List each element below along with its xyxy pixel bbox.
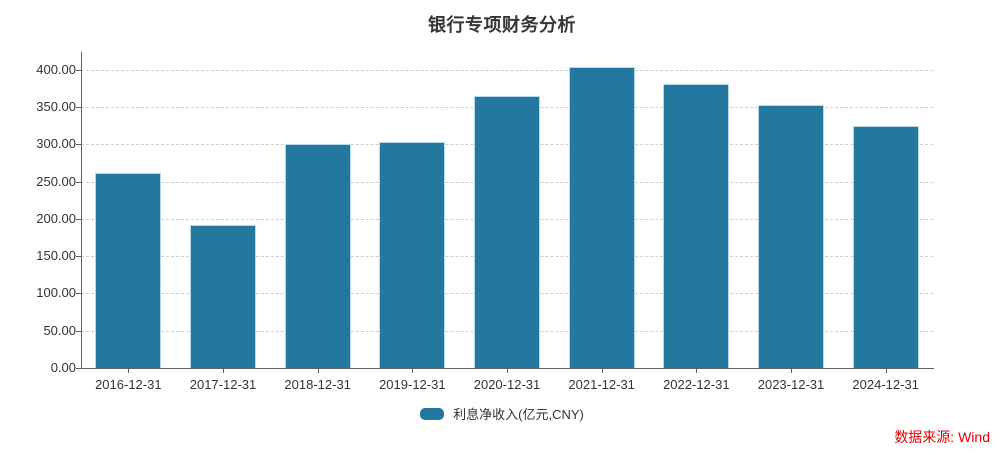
x-axis-tick (412, 368, 414, 373)
y-axis-line (81, 52, 82, 368)
x-axis-tick (507, 368, 508, 373)
y-axis-tick (76, 69, 81, 71)
y-axis-label: 250.00 (36, 173, 76, 189)
bar-2021-12-31[interactable] (568, 66, 635, 368)
x-axis-label: 2018-12-31 (284, 377, 351, 392)
x-axis-label: 2020-12-31 (473, 377, 541, 392)
y-axis-label: 300.00 (36, 136, 76, 152)
y-axis-tick (76, 256, 81, 258)
y-axis-label: 400.00 (36, 61, 76, 77)
x-axis-label: 2019-12-31 (379, 377, 446, 392)
bar-2022-12-31[interactable] (663, 83, 730, 368)
legend: 利息净收入(亿元,CNY) (0, 404, 1004, 423)
y-axis-label: 200.00 (36, 210, 76, 226)
y-axis-label: 0.00 (50, 360, 76, 375)
y-axis-label: 150.00 (36, 248, 76, 264)
x-axis-label: 2016-12-31 (95, 377, 162, 392)
y-axis-tick (76, 293, 81, 295)
y-axis-tick (76, 218, 81, 220)
x-axis-label: 2021-12-31 (568, 377, 635, 392)
x-axis-tick (601, 368, 603, 373)
x-axis-tick (317, 368, 319, 373)
bar-2020-12-31[interactable] (474, 96, 540, 368)
bar-2019-12-31[interactable] (379, 141, 446, 368)
x-axis-tick (885, 368, 887, 373)
x-axis-label: 2017-12-31 (189, 377, 257, 392)
y-axis-label: 50.00 (43, 322, 76, 338)
x-axis-tick (128, 368, 130, 373)
y-gridline (81, 69, 933, 71)
legend-item[interactable]: 利息净收入(亿元,CNY) (420, 404, 584, 423)
bar-2016-12-31[interactable] (95, 173, 162, 368)
x-axis-label: 2024-12-31 (852, 377, 919, 392)
y-axis-tick (76, 330, 81, 332)
bar-2017-12-31[interactable] (190, 224, 256, 368)
y-axis-tick (76, 181, 81, 183)
bar-2024-12-31[interactable] (852, 125, 919, 368)
legend-swatch-icon (420, 407, 445, 420)
x-axis-tick (791, 368, 792, 373)
x-axis-label: 2022-12-31 (663, 377, 730, 392)
x-axis-tick (696, 368, 698, 373)
y-axis-label: 100.00 (36, 285, 76, 301)
bar-2023-12-31[interactable] (758, 105, 824, 368)
y-axis-tick (76, 144, 81, 146)
x-axis-label: 2023-12-31 (757, 377, 825, 392)
y-axis-label: 350.00 (36, 98, 76, 114)
y-axis-tick (76, 368, 81, 369)
data-source: 数据来源: Wind (894, 429, 990, 445)
legend-label: 利息净收入(亿元,CNY) (453, 407, 584, 422)
y-axis-tick (76, 106, 81, 108)
chart-title: 银行专项财务分析 (428, 15, 576, 35)
x-axis-tick (223, 368, 224, 373)
bar-2018-12-31[interactable] (284, 144, 351, 368)
